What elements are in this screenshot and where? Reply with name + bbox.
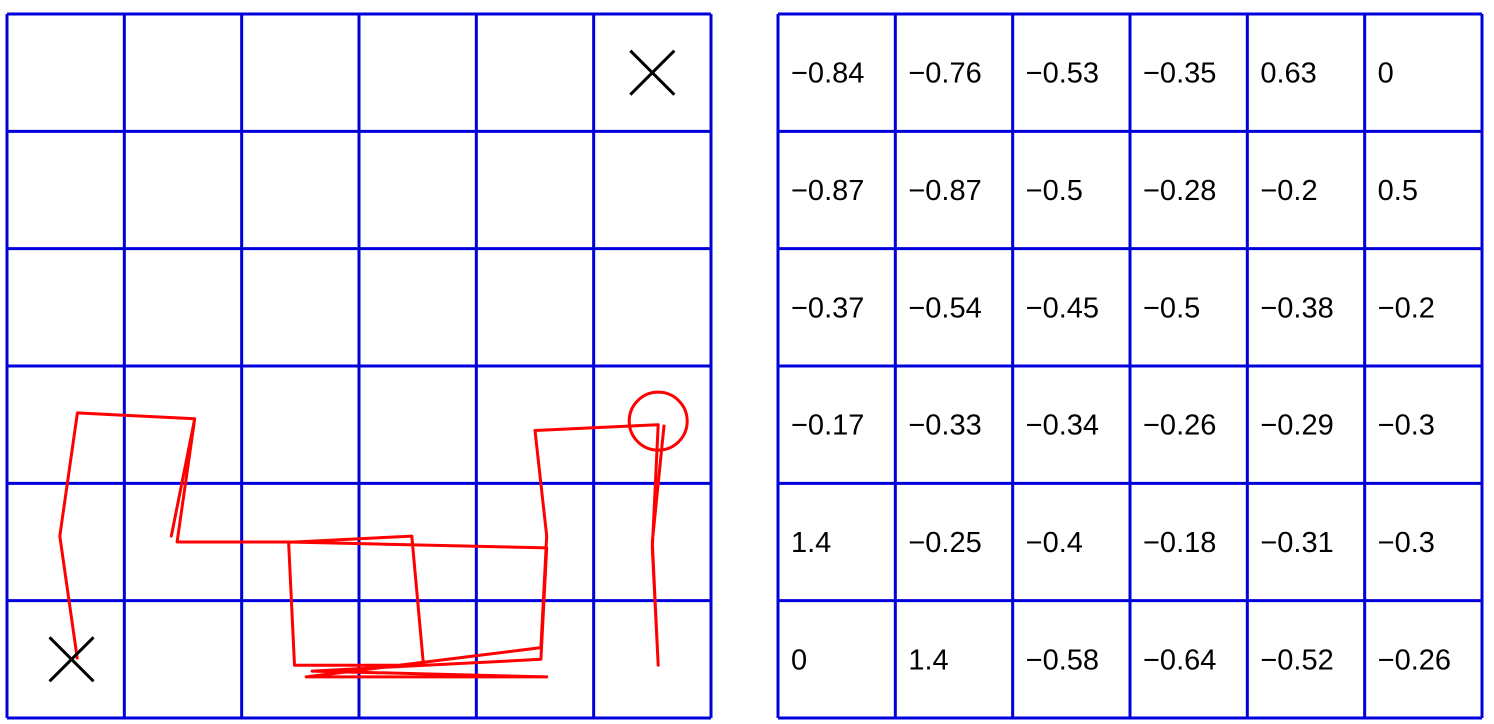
value-cell-text: −0.53 bbox=[1026, 58, 1099, 90]
value-cell-text: −0.31 bbox=[1260, 527, 1333, 559]
value-cell-text: −0.52 bbox=[1260, 644, 1333, 676]
value-cell-text: −0.33 bbox=[908, 410, 981, 442]
value-cell-text: 1.4 bbox=[791, 527, 831, 559]
value-cell-text: −0.17 bbox=[791, 410, 864, 442]
value-cell-text: −0.3 bbox=[1378, 527, 1435, 559]
value-cell-text: −0.34 bbox=[1026, 410, 1099, 442]
value-cell-text: 0.63 bbox=[1260, 58, 1316, 90]
value-cell-text: −0.38 bbox=[1260, 292, 1333, 324]
trajectory-grid-lines bbox=[5, 12, 713, 720]
cross-stroke bbox=[48, 636, 95, 683]
value-cell-text: −0.2 bbox=[1260, 175, 1317, 207]
value-table-panel: −0.84 −0.76 −0.53 −0.35 0.63 0 −0.87 −0.87 −0.5 −… bbox=[776, 12, 1484, 720]
value-cells: −0.84 −0.76 −0.53 −0.35 0.63 0 −0.87 −0.87 −0.5 −… bbox=[791, 58, 1451, 677]
agent-trajectory-path bbox=[58, 411, 666, 679]
value-cell-text: 0 bbox=[1378, 58, 1394, 90]
value-cell-text: −0.18 bbox=[1143, 527, 1216, 559]
value-cell-text: −0.64 bbox=[1143, 644, 1216, 676]
value-cell-text: −0.4 bbox=[1026, 527, 1083, 559]
value-cell-text: 0 bbox=[791, 644, 807, 676]
value-cell-text: −0.76 bbox=[908, 58, 981, 90]
value-cell-text: −0.29 bbox=[1260, 410, 1333, 442]
value-cell-text: −0.84 bbox=[791, 58, 864, 90]
value-cell-text: −0.3 bbox=[1378, 410, 1435, 442]
start-cross-icon bbox=[48, 636, 95, 683]
value-cell-text: −0.26 bbox=[1378, 644, 1451, 676]
value-cell-text: −0.87 bbox=[908, 175, 981, 207]
value-cell-text: −0.58 bbox=[1026, 644, 1099, 676]
value-cell-text: 0.5 bbox=[1378, 175, 1418, 207]
value-grid-lines bbox=[776, 12, 1484, 720]
value-cell-text: 1.4 bbox=[908, 644, 948, 676]
value-cell-text: −0.45 bbox=[1026, 292, 1099, 324]
current-position-circle bbox=[627, 390, 689, 452]
value-cell-text: −0.26 bbox=[1143, 410, 1216, 442]
value-cell-text: −0.54 bbox=[908, 292, 981, 324]
cross-stroke bbox=[629, 49, 676, 96]
value-cell-text: −0.37 bbox=[791, 292, 864, 324]
value-cell-text: −0.25 bbox=[908, 527, 981, 559]
value-cell-text: −0.87 bbox=[791, 175, 864, 207]
value-cell-text: −0.2 bbox=[1378, 292, 1435, 324]
value-cell-text: −0.28 bbox=[1143, 175, 1216, 207]
trajectory-grid-panel bbox=[5, 12, 713, 720]
value-cell-text: −0.35 bbox=[1143, 58, 1216, 90]
value-cell-text: −0.5 bbox=[1026, 175, 1083, 207]
goal-cross-icon bbox=[629, 49, 676, 96]
value-cell-text: −0.5 bbox=[1143, 292, 1200, 324]
